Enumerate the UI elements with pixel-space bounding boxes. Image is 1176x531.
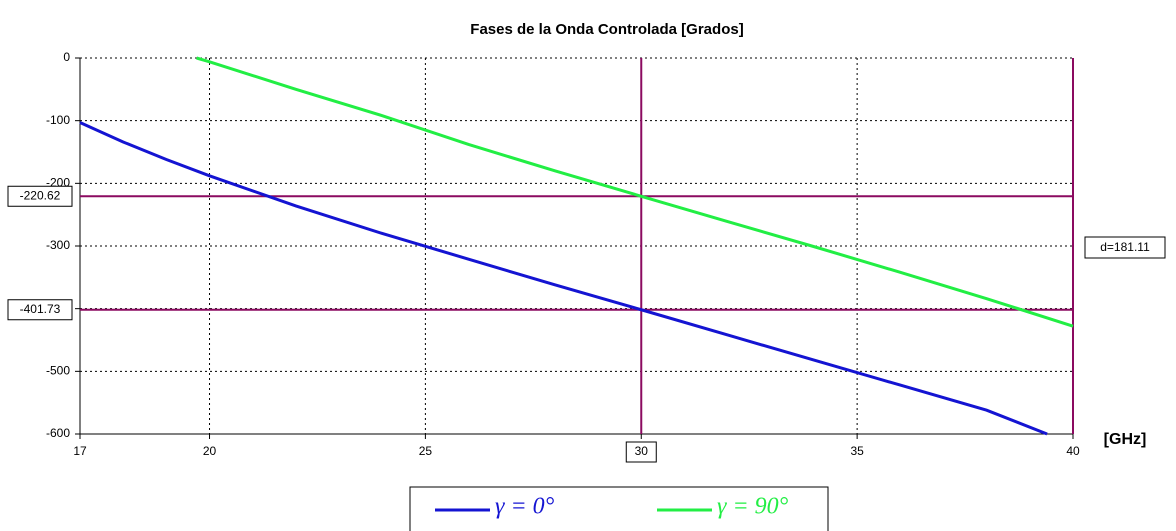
- series-line: [196, 56, 1074, 328]
- legend-label: γ = 90°: [717, 494, 789, 520]
- cursor-y-label: -220.62: [20, 188, 61, 202]
- x-tick-label: 35: [850, 444, 864, 458]
- cursor-x-box: [625, 441, 657, 463]
- x-tick-label: 25: [419, 444, 433, 458]
- y-tick-label: 0: [63, 50, 70, 64]
- x-axis-label: [GHz]: [1104, 431, 1147, 448]
- x-tick-label: 20: [203, 444, 217, 458]
- y-tick-label: -500: [46, 364, 70, 378]
- y-tick-label: -600: [46, 426, 70, 440]
- legend-label: γ = 0°: [495, 494, 555, 520]
- y-tick-label: -100: [46, 113, 70, 127]
- chart-title: Fases de la Onda Controlada [Grados]: [470, 21, 743, 38]
- cursor-y-label: -401.73: [20, 302, 61, 316]
- series-line: [79, 121, 1048, 436]
- y-tick-label: -300: [46, 238, 70, 252]
- cursor-y-box: [7, 185, 73, 207]
- difference-box: [1084, 236, 1166, 259]
- cursor-y-box: [7, 299, 73, 321]
- x-tick-label: 40: [1066, 444, 1080, 458]
- x-tick-label: 17: [73, 444, 87, 458]
- cursor-x-label: 30: [635, 444, 649, 458]
- difference-label: d=181.11: [1100, 240, 1150, 254]
